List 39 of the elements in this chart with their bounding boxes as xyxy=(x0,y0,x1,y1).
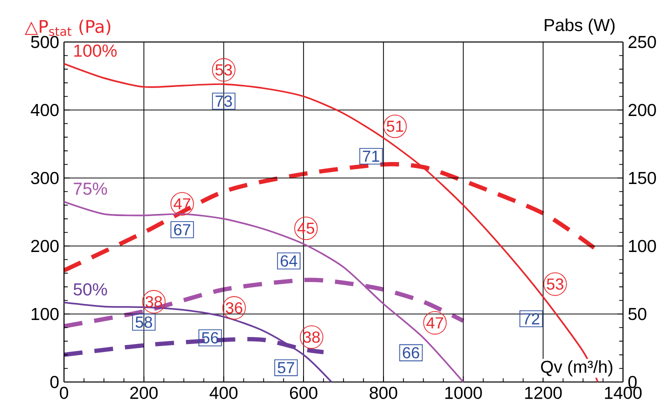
x-axis-title: Qv (m³/h) xyxy=(541,360,612,376)
annotation: 47 xyxy=(426,317,444,328)
annotation: 71 xyxy=(362,150,380,162)
y2-tick-label: 50 xyxy=(628,308,646,320)
annotation: 36 xyxy=(226,302,242,314)
annotation: 56 xyxy=(202,332,218,344)
x-tick-label: 1000 xyxy=(445,386,482,399)
annotation: 51 xyxy=(386,120,404,132)
y-tick-label: 0 xyxy=(50,376,59,388)
x-tick-label: 600 xyxy=(290,386,318,399)
annotation: 67 xyxy=(174,224,190,236)
series-label: 75% xyxy=(74,182,108,195)
annotation: 38 xyxy=(146,296,162,308)
x-tick-label: 1200 xyxy=(525,386,562,399)
x-tick-label: 400 xyxy=(210,386,238,399)
y2-tick-label: 250 xyxy=(628,36,656,48)
y-tick-label: 500 xyxy=(31,36,59,48)
x-tick-label: 800 xyxy=(370,386,398,399)
y-tick-label: 300 xyxy=(31,172,59,184)
annotation: 57 xyxy=(278,362,294,374)
annotation: 64 xyxy=(280,255,298,267)
series-label: 100% xyxy=(74,44,117,57)
y-axis-title: △P$_{stat}$ (Pa) xyxy=(24,20,110,36)
y2-tick-label: 200 xyxy=(628,104,656,116)
y-tick-label: 200 xyxy=(31,240,59,252)
y-tick-label: 100 xyxy=(32,308,59,320)
annotation: 53 xyxy=(546,278,564,290)
annotation: 47 xyxy=(174,198,190,210)
y2-tick-label: 150 xyxy=(629,172,656,184)
y-tick-label: 400 xyxy=(30,104,59,116)
annotation: 66 xyxy=(402,347,420,358)
y2-axis-title: Pabs (W) xyxy=(544,18,615,35)
series-label: 50% xyxy=(74,283,108,296)
annotation: 72 xyxy=(523,313,540,324)
y2-tick-label: 100 xyxy=(629,240,656,252)
y2-tick-label: 0 xyxy=(628,376,637,388)
x-tick-label: 1400 xyxy=(605,386,642,399)
x-tick-label: 0 xyxy=(60,386,68,399)
x-tick-label: 200 xyxy=(130,386,158,399)
